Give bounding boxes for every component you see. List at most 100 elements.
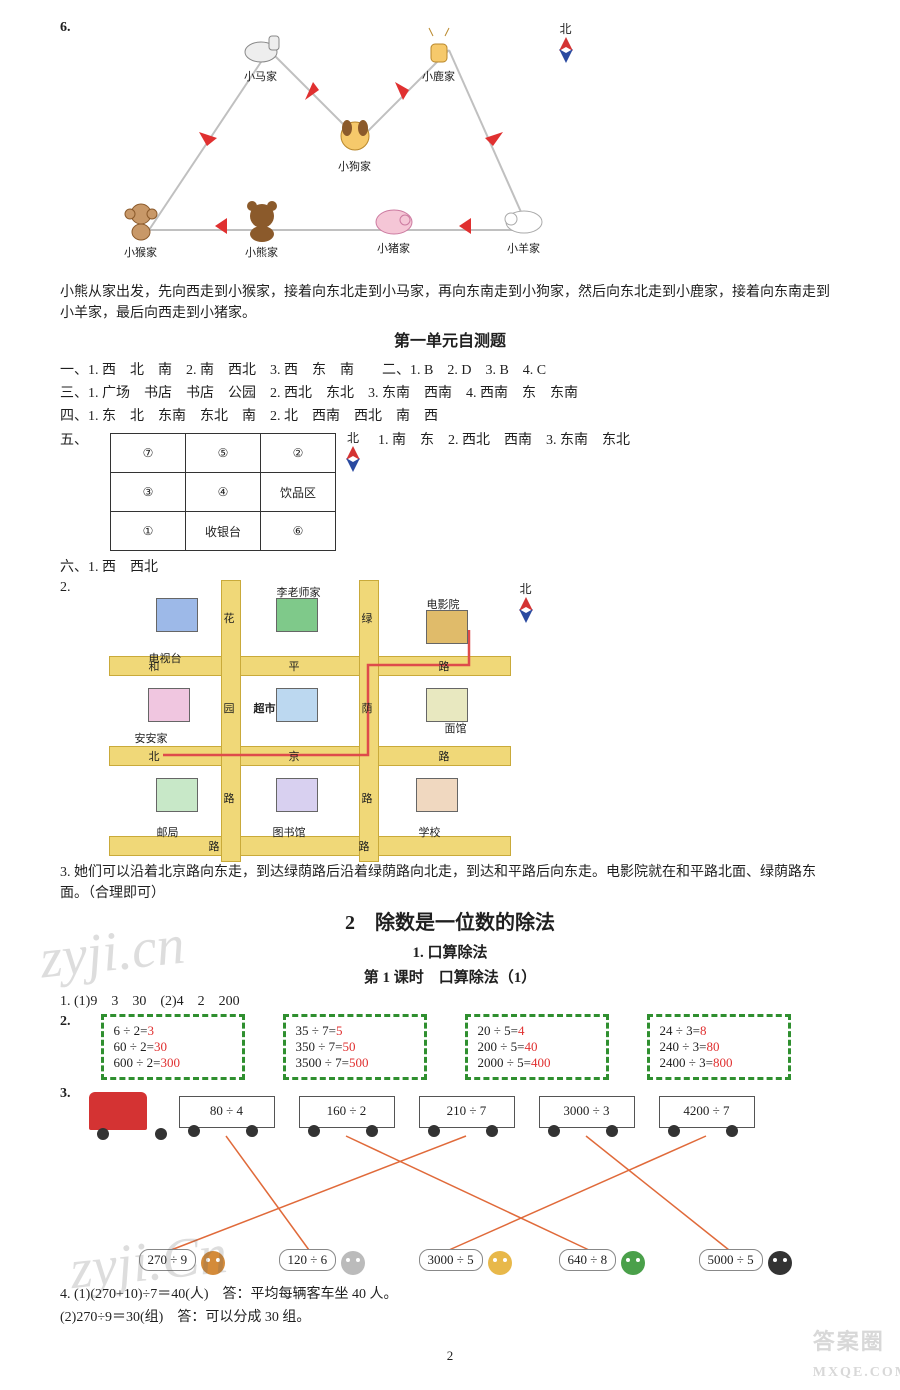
label-deer: 小鹿家 — [422, 71, 455, 83]
page-number: 2 — [60, 1346, 840, 1366]
l-school: 学校 — [419, 824, 441, 840]
critter-icon — [196, 1246, 226, 1276]
b-anan — [141, 688, 197, 734]
animal-dog: 小狗家 — [335, 116, 375, 174]
card-q: 200 ÷ 5= — [478, 1039, 525, 1054]
me3-txt: 她们可以沿着北京路向东走，到达绿荫路后沿着绿荫路向北走，到达和平路后向东走。电影… — [60, 865, 816, 901]
compass-n-3: 北 — [519, 580, 531, 597]
r-hp-2: 平 — [289, 658, 300, 674]
card-q: 60 ÷ 2= — [114, 1039, 154, 1054]
g-1-0: ③ — [111, 473, 186, 512]
grid-3x3: ⑦⑤② ③④饮品区 ①收银台⑥ — [110, 433, 336, 551]
r-hy-3: 路 — [224, 790, 235, 806]
r-ly-2: 荫 — [362, 700, 373, 716]
wagon-3: 3000 ÷ 3 — [539, 1096, 635, 1128]
sign-label: 5000 ÷ 5 — [699, 1249, 763, 1271]
card-row: 2400 ÷ 3=800 — [660, 1055, 778, 1071]
ch2-q2-label: 2. — [60, 1014, 71, 1030]
animal-pig: 小猪家 — [371, 202, 417, 256]
critter-icon — [763, 1246, 793, 1276]
card-q: 35 ÷ 7= — [296, 1023, 336, 1038]
ch2-sub1: 1. 口算除法 — [60, 942, 840, 965]
card-q: 350 ÷ 7= — [296, 1039, 343, 1054]
b-school — [409, 778, 465, 824]
animal-bear: 小熊家 — [241, 198, 283, 260]
r-bj-1: 北 — [149, 748, 160, 764]
r-btm-2: 路 — [359, 838, 370, 854]
ut-five-prefix: 五、 — [60, 429, 88, 449]
ut-line-3: 四、1. 东 北 东南 东北 南 2. 北 西南 西北 南 西 — [60, 406, 840, 427]
card-q: 2000 ÷ 5= — [478, 1055, 531, 1070]
wagon-4: 4200 ÷ 7 — [659, 1096, 755, 1128]
card-2: 20 ÷ 5=4200 ÷ 5=402000 ÷ 5=400 — [465, 1014, 609, 1080]
card-q: 20 ÷ 5= — [478, 1023, 518, 1038]
sign-1: 120 ÷ 6 — [279, 1246, 367, 1276]
train-match: 80 ÷ 4160 ÷ 2210 ÷ 73000 ÷ 34200 ÷ 7 270… — [79, 1092, 819, 1282]
g-0-0: ⑦ — [111, 434, 186, 473]
label-dog: 小狗家 — [338, 161, 371, 173]
q6-explain: 小熊从家出发，先向西走到小猴家，接着向东北走到小马家，再向东南走到小狗家，然后向… — [60, 282, 840, 324]
ut-line-2: 三、1. 广场 书店 书店 公园 2. 西北 东北 3. 东南 西南 4. 西南… — [60, 383, 840, 404]
city-map: 电视台 李老师家 电影院 安安家 超市 面馆 邮局 图书馆 学校 和 平 路 北… — [109, 580, 509, 860]
card-q: 240 ÷ 3= — [660, 1039, 707, 1054]
card-row: 3500 ÷ 7=500 — [296, 1055, 414, 1071]
card-a: 5 — [336, 1023, 343, 1038]
l-market: 超市 — [254, 700, 276, 716]
card-row: 200 ÷ 5=40 — [478, 1039, 596, 1055]
ut-six-2-prefix: 2. — [60, 580, 71, 596]
fm2: MXQE.COM — [813, 1365, 900, 1380]
b-market — [269, 688, 325, 734]
label-horse: 小马家 — [244, 71, 277, 83]
card-q: 3500 ÷ 7= — [296, 1055, 349, 1070]
card-a: 30 — [154, 1039, 167, 1054]
card-row: 35 ÷ 7=5 — [296, 1023, 414, 1039]
card-row: 600 ÷ 2=300 — [114, 1055, 232, 1071]
r-hp-1: 和 — [149, 658, 160, 674]
wagon-2: 210 ÷ 7 — [419, 1096, 515, 1128]
critter-icon — [616, 1246, 646, 1276]
b-library — [269, 778, 325, 824]
card-a: 80 — [706, 1039, 719, 1054]
r-ly-1: 绿 — [362, 610, 373, 626]
g-0-2: ② — [261, 434, 336, 473]
label-sheep: 小羊家 — [507, 243, 540, 255]
map-explain-3: 3. 她们可以沿着北京路向东走，到达绿荫路后沿着绿荫路向北走，到达和平路后向东走… — [60, 862, 840, 904]
q6-label: 6. — [60, 20, 71, 36]
r-bj-2: 京 — [289, 748, 300, 764]
card-a: 40 — [524, 1039, 537, 1054]
ch2-q3-label: 3. — [60, 1086, 71, 1102]
b-post — [149, 778, 205, 824]
card-a: 50 — [342, 1039, 355, 1054]
footer-mark: 答案圈 MXQE.COM — [813, 1324, 900, 1382]
animal-horse: 小马家 — [239, 26, 283, 84]
card-a: 400 — [531, 1055, 551, 1070]
card-row: 2000 ÷ 5=400 — [478, 1055, 596, 1071]
card-row: 6 ÷ 2=3 — [114, 1023, 232, 1039]
r-bj-3: 路 — [439, 748, 450, 764]
card-3: 24 ÷ 3=8240 ÷ 3=802400 ÷ 3=800 — [647, 1014, 791, 1080]
sign-label: 640 ÷ 8 — [559, 1249, 617, 1271]
label-monkey: 小猴家 — [124, 247, 157, 259]
card-a: 800 — [713, 1055, 733, 1070]
card-a: 3 — [147, 1023, 154, 1038]
l-library: 图书馆 — [273, 824, 306, 840]
sign-label: 3000 ÷ 5 — [419, 1249, 483, 1271]
g-2-1: 收银台 — [186, 512, 261, 551]
card-1: 35 ÷ 7=5350 ÷ 7=503500 ÷ 7=500 — [283, 1014, 427, 1080]
card-q: 2400 ÷ 3= — [660, 1055, 713, 1070]
sign-0: 270 ÷ 9 — [139, 1246, 227, 1276]
l-post: 邮局 — [157, 824, 179, 840]
animal-monkey: 小猴家 — [121, 198, 161, 260]
card-q: 600 ÷ 2= — [114, 1055, 161, 1070]
cards-row: 6 ÷ 2=360 ÷ 2=30600 ÷ 2=300 35 ÷ 7=5350 ÷… — [101, 1014, 791, 1080]
card-a: 8 — [700, 1023, 707, 1038]
r-hy-2: 园 — [224, 700, 235, 716]
critter-icon — [336, 1246, 366, 1276]
ch2-q1: 1. (1)9 3 30 (2)4 2 200 — [60, 991, 840, 1012]
wagon-1: 160 ÷ 2 — [299, 1096, 395, 1128]
label-pig: 小猪家 — [377, 243, 410, 255]
card-0: 6 ÷ 2=360 ÷ 2=30600 ÷ 2=300 — [101, 1014, 245, 1080]
sign-label: 270 ÷ 9 — [139, 1249, 197, 1271]
ut-line-1: 一、1. 西 北 南 2. 南 西北 3. 西 东 南 二、1. B 2. D … — [60, 360, 840, 381]
sign-4: 5000 ÷ 5 — [699, 1246, 793, 1276]
